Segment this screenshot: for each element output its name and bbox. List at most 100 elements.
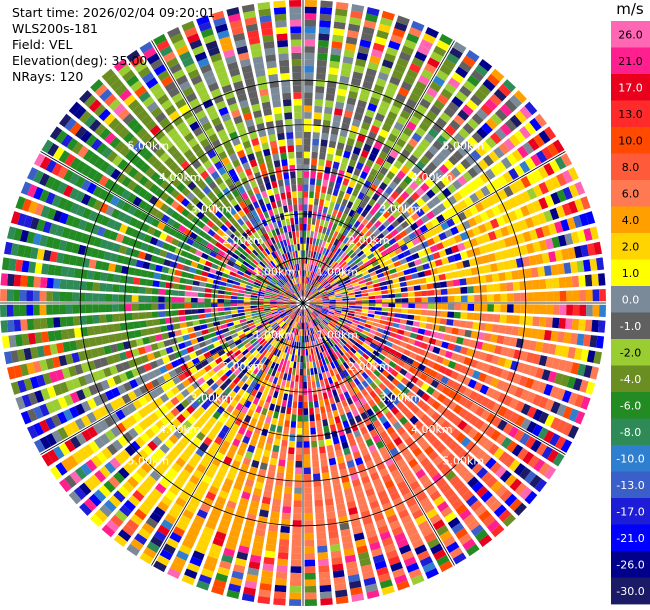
gate-cell: [434, 372, 444, 382]
gate-cell: [237, 270, 245, 276]
gate-cell: [112, 294, 119, 302]
gate-cell: [303, 164, 310, 172]
gate-cell: [374, 378, 382, 386]
gate-cell: [49, 126, 63, 140]
gate-cell: [276, 425, 283, 433]
gate-cell: [260, 234, 267, 242]
gate-cell: [332, 316, 339, 321]
gate-cell: [279, 321, 286, 328]
gate-cell: [333, 313, 341, 317]
gate-cell: [490, 218, 500, 229]
gate-cell: [585, 211, 596, 225]
gate-cell: [327, 377, 334, 385]
gate-cell: [444, 272, 453, 280]
gate-cell: [254, 481, 264, 490]
gate-cell: [422, 263, 430, 270]
gate-cell: [252, 411, 260, 420]
gate-cell: [322, 255, 327, 262]
gate-cell: [75, 256, 84, 267]
gate-cell: [292, 513, 302, 521]
gate-cell: [164, 81, 177, 93]
gate-cell: [152, 159, 163, 170]
gate-cell: [65, 214, 75, 227]
gate-cell: [313, 265, 317, 273]
gate-cell: [408, 568, 422, 580]
gate-cell: [189, 497, 201, 508]
gate-cell: [330, 54, 341, 63]
gate-cell: [513, 292, 521, 302]
gate-cell: [153, 350, 162, 359]
gate-cell: [203, 265, 211, 272]
gate-cell: [514, 193, 525, 206]
gate-cell: [224, 395, 233, 404]
gate-cell: [77, 145, 89, 159]
gate-cell: [319, 7, 333, 15]
gate-cell: [364, 204, 373, 212]
gate-cell: [399, 486, 411, 497]
gate-cell: [413, 369, 423, 378]
gate-cell: [447, 389, 457, 399]
gate-cell: [399, 368, 408, 376]
gate-cell: [257, 326, 265, 332]
gate-cell: [317, 366, 322, 374]
gate-cell: [416, 208, 425, 218]
gate-cell: [395, 224, 404, 233]
gate-cell: [527, 455, 540, 469]
gate-cell: [450, 226, 459, 236]
gate-cell: [325, 504, 335, 513]
gate-cell: [306, 335, 309, 343]
gate-cell: [311, 312, 317, 319]
gate-cell: [304, 39, 316, 47]
gate-cell: [350, 519, 362, 529]
gate-cell: [403, 249, 411, 257]
gate-cell: [271, 504, 281, 513]
gate-cell: [114, 333, 123, 342]
gate-cell: [259, 272, 266, 278]
gate-cell: [87, 360, 96, 371]
gate-cell: [455, 261, 464, 270]
gate-cell: [421, 403, 431, 413]
gate-cell: [399, 341, 408, 348]
gate-cell: [183, 369, 193, 378]
gate-cell: [390, 406, 400, 416]
gate-cell: [228, 373, 237, 381]
gate-cell: [497, 189, 508, 201]
gate-cell: [126, 49, 140, 63]
gate-cell: [109, 182, 120, 194]
gate-cell: [474, 304, 481, 312]
gate-cell: [364, 74, 375, 84]
gate-cell: [460, 286, 468, 294]
gate-cell: [66, 455, 79, 469]
gate-cell: [202, 373, 211, 382]
gate-cell: [292, 306, 298, 312]
gate-cell: [372, 177, 382, 187]
gate-cell: [335, 304, 343, 307]
gate-cell: [93, 157, 105, 169]
gate-cell: [468, 258, 477, 267]
gate-cell: [280, 288, 287, 293]
gate-cell: [412, 149, 423, 159]
gate-cell: [63, 169, 74, 182]
gate-cell: [424, 329, 432, 337]
gate-cell: [64, 117, 77, 132]
gate-cell: [410, 20, 425, 32]
gate-cell: [304, 26, 316, 34]
gate-cell: [71, 243, 80, 254]
gate-cell: [75, 339, 84, 350]
gate-cell: [180, 160, 191, 171]
gate-cell: [334, 155, 342, 163]
gate-cell: [289, 312, 295, 319]
gate-cell: [447, 493, 460, 505]
gate-cell: [247, 254, 254, 262]
gate-cell: [228, 428, 237, 438]
gate-cell: [333, 289, 341, 293]
gate-cell: [308, 277, 311, 285]
gate-cell: [490, 263, 498, 272]
gate-cell: [348, 506, 358, 516]
gate-cell: [352, 254, 359, 262]
gate-cell: [307, 322, 310, 329]
gate-cell: [350, 444, 359, 453]
gate-cell: [316, 301, 323, 303]
gate-cell: [264, 483, 273, 492]
gate-cell: [108, 476, 121, 489]
